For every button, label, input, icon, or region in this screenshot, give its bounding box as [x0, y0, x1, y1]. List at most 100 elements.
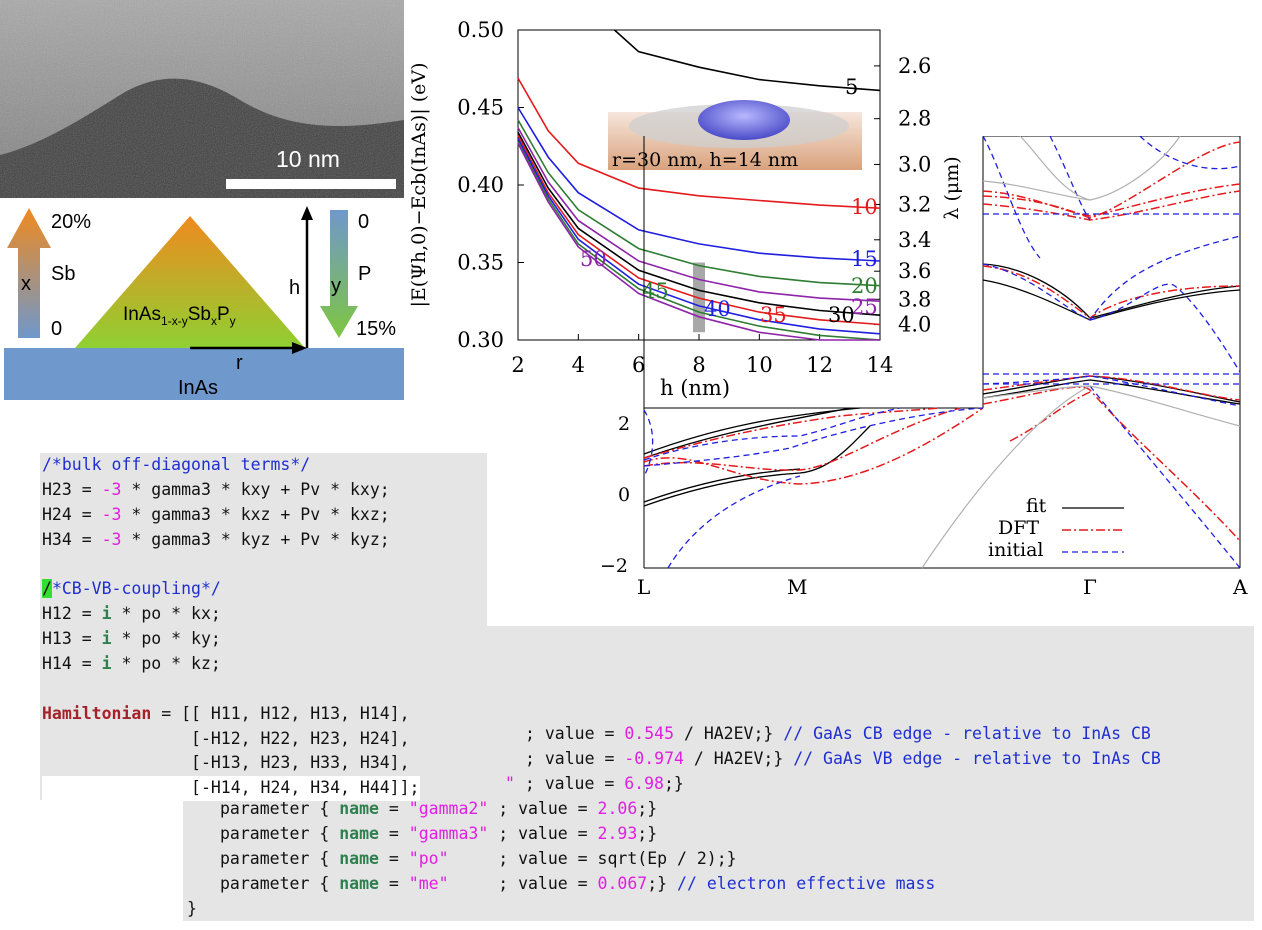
band-xtick-L: L	[637, 575, 651, 599]
series-label-5: 5	[845, 75, 858, 99]
series-line-40	[517, 138, 881, 335]
sb-gradient-arrow	[7, 208, 51, 338]
x-tick-label: 14	[867, 353, 894, 377]
series-line-35	[517, 135, 881, 326]
y2-tick-label: 3.6	[898, 259, 931, 283]
substrate-label: InAs	[178, 377, 219, 399]
code1-comment-bulk: /*bulk off-diagonal terms*/	[42, 455, 311, 474]
y-tick-label: 0.35	[457, 251, 504, 275]
y-tick-label: 0.50	[457, 18, 504, 42]
series-line-5	[613, 29, 881, 92]
p-element-label: P	[358, 263, 372, 285]
y-tick-label: 0.30	[457, 328, 504, 352]
p-bottom-label: 15%	[356, 318, 397, 340]
x-tick-label: 2	[511, 353, 524, 377]
y2-tick-label: 3.8	[898, 287, 931, 311]
inset-label: r=30 nm, h=14 nm	[612, 149, 799, 171]
sb-var-label: x	[21, 273, 31, 295]
series-label-40: 40	[704, 297, 731, 321]
band-structure-chart	[643, 136, 1241, 569]
p-var-label: y	[331, 275, 341, 297]
series-line-25	[517, 127, 881, 302]
code1-h13: H13 = i * po * ky;	[42, 629, 221, 648]
code2-line-4: parameter { name = "gamma2" ; value = 2.…	[220, 799, 658, 818]
y-tick-label: 0.45	[457, 96, 504, 120]
h-label: h	[289, 277, 301, 299]
series-line-30	[517, 131, 881, 316]
band-lines-dft	[643, 141, 1241, 542]
scale-bar	[226, 179, 396, 189]
chart-xlabel: h (nm)	[660, 376, 731, 400]
code1-h12: H12 = i * po * kx;	[42, 604, 221, 623]
band-axes	[643, 136, 1241, 569]
y2-tick-label: 2.8	[898, 107, 931, 131]
tem-image: 10 nm	[0, 0, 404, 198]
series-label-35: 35	[760, 303, 787, 327]
code1-ham-3: [-H13, H23, H33, H34],	[42, 753, 410, 772]
x-tick-label: 8	[692, 353, 705, 377]
code2-line-6: parameter { name = "po" ; value = sqrt(E…	[220, 849, 737, 868]
chart-inset-image	[608, 100, 862, 170]
h-arrow-head	[301, 206, 313, 220]
series-label-30: 30	[828, 303, 855, 327]
x-tick-label: 10	[746, 353, 773, 377]
legend-fit: fit	[1026, 495, 1047, 517]
sb-bottom-label: 0	[51, 318, 63, 340]
y2-tick-label: 4.0	[898, 313, 931, 337]
series-label-10: 10	[851, 195, 878, 219]
dot-formula: InAs1-x-ySbxPy	[123, 304, 236, 328]
p-gradient-arrow	[320, 210, 358, 338]
band-lines-initial	[643, 136, 1241, 569]
code1-ham-4: [-H14, H24, H34, H44]];	[42, 776, 420, 801]
code1-h34: H34 = -3 * gamma3 * kyz + Pv * kyz;	[42, 530, 390, 549]
code2-line-3: " ; value = 6.98;}	[505, 774, 684, 793]
legend-initial: initial	[988, 539, 1044, 561]
sb-element-label: Sb	[51, 263, 76, 285]
code-block-hamiltonian: /*bulk off-diagonal terms*/ H23 = -3 * g…	[40, 453, 487, 801]
code2-line-5: parameter { name = "gamma3" ; value = 2.…	[220, 824, 658, 843]
series-line-20	[517, 119, 881, 287]
code2-line-1: ; value = 0.545 / HA2EV;} // GaAs CB edg…	[525, 724, 1151, 743]
scale-bar-label: 10 nm	[276, 146, 340, 172]
series-label-50: 50	[580, 247, 607, 271]
code1-h23: H23 = -3 * gamma3 * kxy + Pv * kxy;	[42, 480, 390, 499]
code2-line-8: }	[187, 899, 197, 918]
quantum-dot-pyramid	[75, 216, 305, 348]
energy-chart: 2 4 6 8 10 12 14 0.30 0.35 0.40 0.45 0.50 2.6 2.8 3.0 3…	[457, 18, 931, 377]
y-tick-label: 0.40	[457, 173, 504, 197]
r-label: r	[236, 352, 243, 374]
band-ytick-0: 0	[618, 484, 631, 506]
band-xtick-Gamma: Γ	[1083, 575, 1097, 599]
code1-ham-1: Hamiltonian = [[ H11, H12, H13, H14],	[42, 704, 410, 723]
y2-tick-label: 3.2	[898, 192, 931, 216]
series-line-15	[517, 107, 881, 262]
band-ytick-2: 2	[618, 413, 631, 435]
x-tick-label: 4	[572, 353, 585, 377]
series-line-10	[517, 77, 881, 209]
tem-micrograph	[0, 0, 404, 198]
x-tick-label: 12	[806, 353, 833, 377]
band-xtick-A: A	[1233, 575, 1248, 599]
code1-h24: H24 = -3 * gamma3 * kxz + Pv * kxz;	[42, 505, 390, 524]
series-line-45	[517, 141, 881, 341]
series-label-15: 15	[851, 247, 878, 271]
p-top-label: 0	[358, 211, 370, 233]
y2-tick-label: 3.0	[898, 152, 931, 176]
code2-line-2: ; value = -0.974 / HA2EV;} // GaAs VB ed…	[525, 749, 1161, 768]
code1-h14: H14 = i * po * kz;	[42, 654, 221, 673]
cursor-highlight: /	[42, 579, 52, 598]
band-xtick-M: M	[787, 575, 808, 599]
y2-tick-label: 3.4	[898, 228, 931, 252]
series-line-50	[517, 142, 880, 341]
series-label-45: 45	[642, 279, 669, 303]
band-lines-gray	[921, 136, 1241, 569]
band-lines-fit	[643, 263, 1241, 507]
substrate	[4, 348, 404, 400]
code2-line-7: parameter { name = "me" ; value = 0.067;…	[220, 874, 936, 893]
chart-ylabel: |E(Ψh,0)−Ecb(InAs)| (eV)	[408, 62, 430, 308]
legend-dft: DFT	[998, 517, 1040, 539]
code1-ham-2: [-H12, H22, H23, H24],	[42, 729, 410, 748]
x-tick-label: 6	[632, 353, 645, 377]
series-label-25: 25	[851, 295, 878, 319]
band-ytick-minus2: −2	[600, 555, 629, 577]
